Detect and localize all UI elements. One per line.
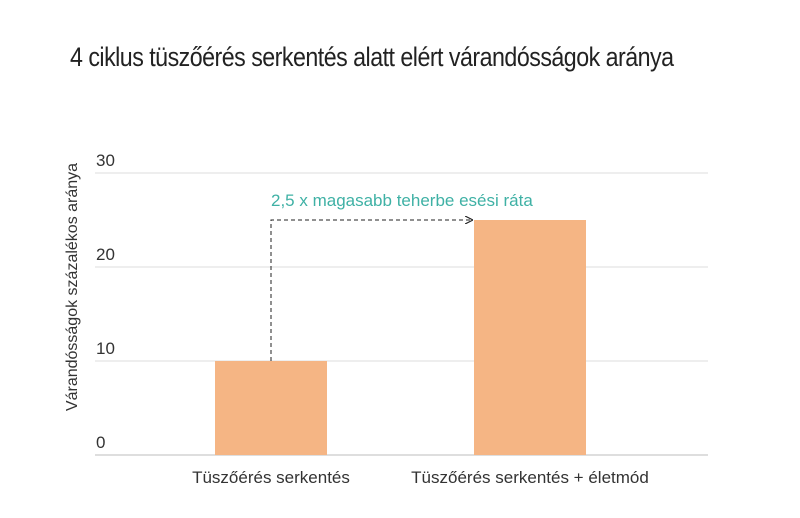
comparison-arrow bbox=[270, 220, 472, 361]
y-tick-label: 0 bbox=[96, 433, 105, 452]
y-axis-label: Várandósságok százalékos aránya bbox=[64, 163, 81, 411]
bar bbox=[474, 220, 586, 455]
x-tick-label: Tüszőérés serkentés bbox=[192, 468, 350, 487]
bar bbox=[215, 361, 327, 455]
y-tick-label: 20 bbox=[96, 245, 115, 264]
y-tick-label: 10 bbox=[96, 339, 115, 358]
x-tick-label: Tüszőérés serkentés + életmód bbox=[411, 468, 649, 487]
annotation-text: 2,5 x magasabb teherbe esési ráta bbox=[271, 191, 533, 210]
y-tick-label: 30 bbox=[96, 151, 115, 170]
chart-title: 4 ciklus tüszőérés serkentés alatt elért… bbox=[70, 42, 674, 72]
